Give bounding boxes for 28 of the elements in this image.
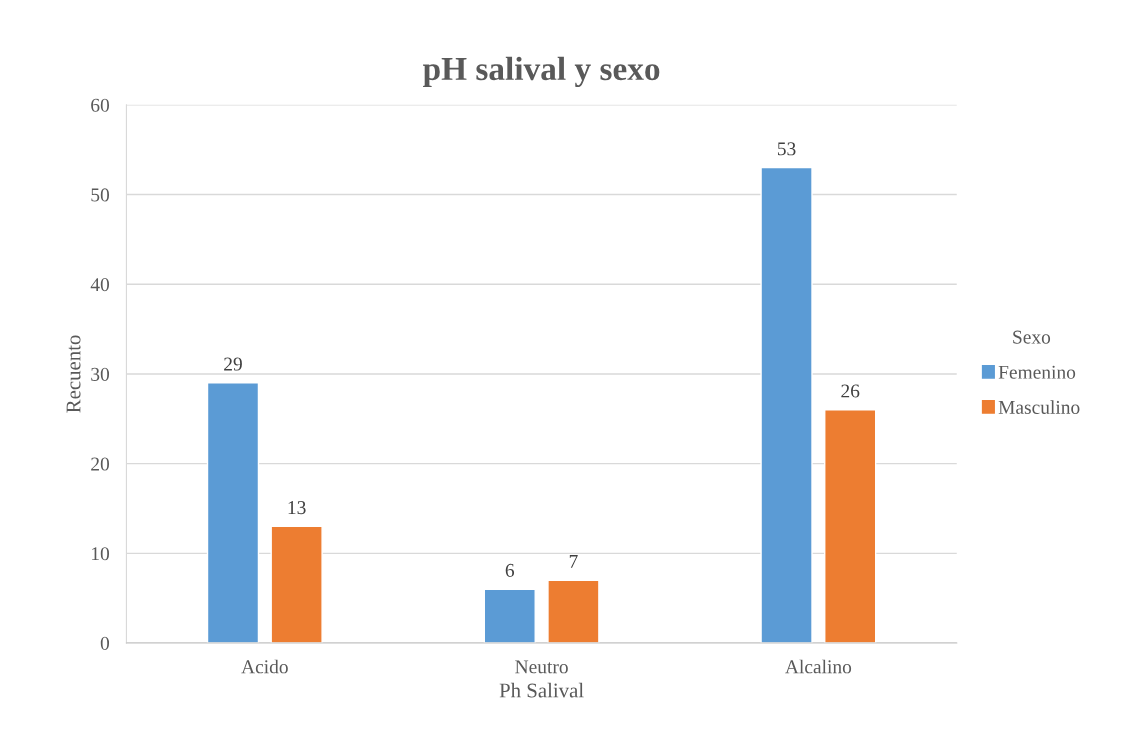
y-tick-label: 40 xyxy=(90,278,110,292)
legend-title: Sexo xyxy=(1013,330,1051,344)
legend-label: Femenino xyxy=(998,365,1076,379)
bar xyxy=(760,166,813,644)
bar xyxy=(547,579,600,644)
y-tick-label: 50 xyxy=(91,188,110,202)
bar xyxy=(206,382,260,644)
data-label: 29 xyxy=(224,357,242,371)
x-tick-label: Neutro xyxy=(515,660,568,674)
x-tick-label: Acido xyxy=(241,659,288,674)
chart-title: pH salival y sexo xyxy=(423,56,660,88)
y-tick-label: 30 xyxy=(91,367,110,381)
bar xyxy=(270,525,323,644)
x-axis-title: Ph Salival xyxy=(499,682,584,698)
y-tick-label: 20 xyxy=(91,457,110,471)
y-tick-label: 60 xyxy=(91,98,110,112)
legend-label: Masculino xyxy=(998,400,1080,414)
data-label: 7 xyxy=(569,555,578,568)
data-label: 53 xyxy=(777,142,796,156)
x-tick-label: Alcalino xyxy=(785,659,852,674)
y-tick-label: 10 xyxy=(92,547,110,561)
y-tick-label: 0 xyxy=(100,636,110,650)
bar xyxy=(824,409,877,644)
data-label: 13 xyxy=(288,501,306,515)
data-label: 26 xyxy=(841,384,860,398)
bar xyxy=(483,588,536,644)
y-axis-title: Recuento xyxy=(66,335,81,413)
data-label: 6 xyxy=(505,563,515,577)
